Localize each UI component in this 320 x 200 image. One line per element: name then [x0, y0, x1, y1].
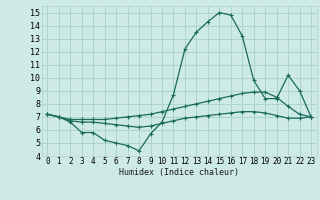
X-axis label: Humidex (Indice chaleur): Humidex (Indice chaleur)	[119, 168, 239, 177]
